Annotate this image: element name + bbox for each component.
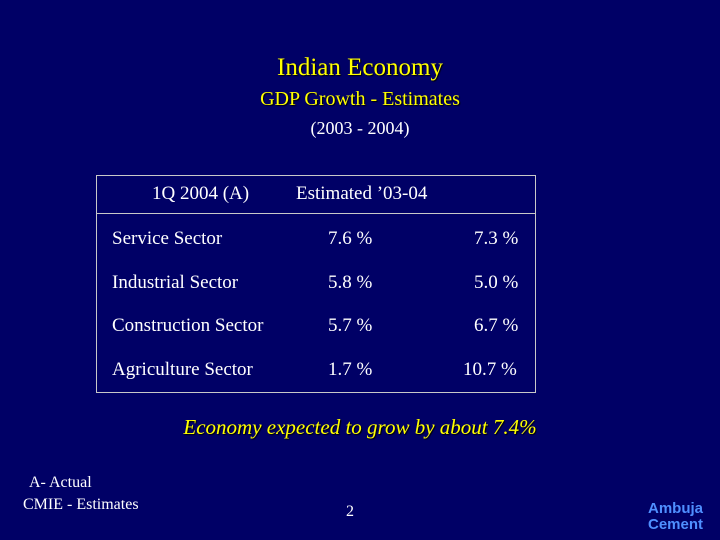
footnote-estimates: CMIE - Estimates	[23, 496, 139, 513]
slide-title: Indian Economy	[277, 54, 443, 81]
page-number: 2	[346, 503, 354, 520]
sector-label: Agriculture Sector	[112, 359, 253, 380]
logo-line-2: Cement	[648, 516, 704, 533]
table-header-divider	[96, 213, 536, 214]
slide-subtitle: GDP Growth - Estimates	[260, 88, 460, 110]
logo-line-1: Ambuja	[648, 500, 704, 517]
estimate-value: 6.7 %	[474, 315, 519, 336]
column-header-1q-2004: 1Q 2004 (A)	[152, 183, 250, 204]
sector-label: Industrial Sector	[112, 272, 239, 293]
footnote-actual: A- Actual	[29, 474, 92, 491]
estimate-value: 5.0 %	[474, 272, 519, 293]
column-header-estimated: Estimated ’03-04	[296, 183, 428, 204]
q1-value: 7.6 %	[328, 228, 373, 249]
sector-label: Construction Sector	[112, 315, 264, 336]
period-label: (2003 - 2004)	[310, 118, 410, 138]
estimate-value: 10.7 %	[463, 359, 517, 380]
ambuja-cement-logo: Ambuja Cement	[648, 501, 703, 533]
sector-label: Service Sector	[112, 228, 223, 249]
footnotes: A- Actual CMIE - Estimates	[23, 472, 139, 516]
estimate-value: 7.3 %	[474, 228, 519, 249]
q1-value: 5.7 %	[328, 315, 373, 336]
q1-value: 1.7 %	[328, 359, 373, 380]
growth-summary: Economy expected to grow by about 7.4%	[183, 415, 537, 439]
gdp-table-border	[96, 175, 536, 393]
q1-value: 5.8 %	[328, 272, 373, 293]
